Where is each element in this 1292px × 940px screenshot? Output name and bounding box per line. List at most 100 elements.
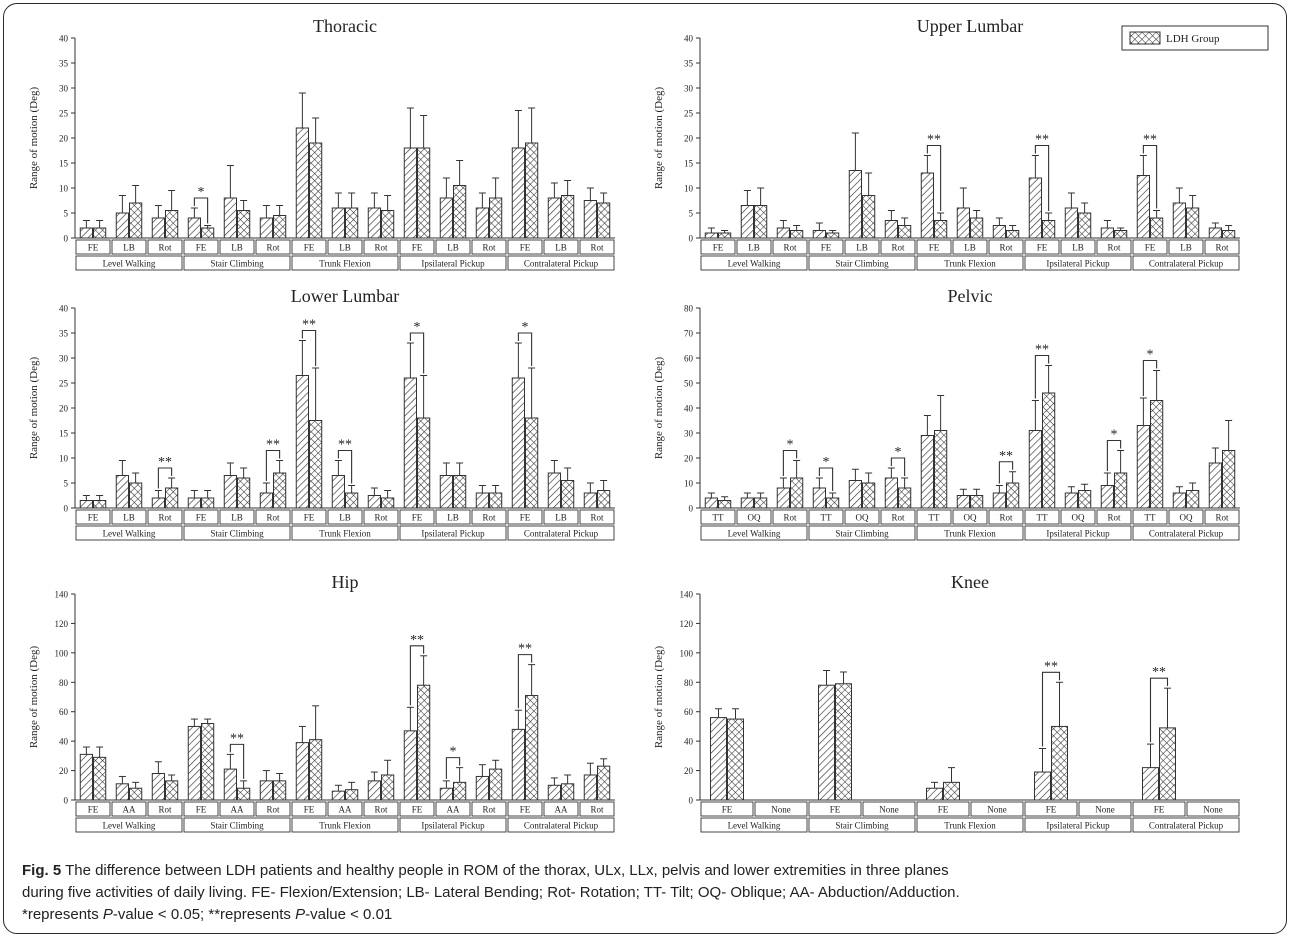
category-box xyxy=(1078,801,1132,817)
bar xyxy=(704,497,719,509)
bar xyxy=(1186,207,1200,239)
bar xyxy=(187,217,201,239)
bar xyxy=(776,227,791,239)
bar xyxy=(259,492,274,509)
bar xyxy=(1064,207,1079,239)
category-box xyxy=(700,801,754,817)
category-box xyxy=(471,509,507,525)
bar xyxy=(79,753,94,801)
significance-label: * xyxy=(823,455,830,470)
caption-text-2: during five activities of daily living. … xyxy=(22,884,960,901)
category-box xyxy=(772,509,808,525)
category-box xyxy=(970,801,1024,817)
y-axis-label: Range of motion (Deg) xyxy=(28,356,40,459)
bar xyxy=(187,725,201,801)
bar xyxy=(525,417,539,509)
category-label: TT xyxy=(821,513,832,523)
bar xyxy=(754,497,768,509)
category-label: OQ xyxy=(1180,513,1193,523)
category-label: None xyxy=(1095,805,1115,815)
bar xyxy=(309,739,323,801)
activity-label: Stair Climbing xyxy=(210,529,264,539)
significance-bracket xyxy=(193,197,209,224)
bar xyxy=(439,197,454,239)
category-label: LB xyxy=(123,513,135,523)
bar xyxy=(259,780,274,801)
y-tick-label: 70 xyxy=(684,329,694,339)
activity-box xyxy=(1132,817,1240,833)
activity-label: Ipsilateral Pickup xyxy=(1046,529,1110,539)
chart-title: Thoracic xyxy=(313,16,377,36)
legend-label: LDH Group xyxy=(1166,33,1220,45)
bar xyxy=(93,227,107,239)
category-box xyxy=(255,509,291,525)
y-tick-label: 80 xyxy=(684,678,694,688)
bar xyxy=(1159,727,1176,801)
category-label: FE xyxy=(520,805,531,815)
category-box xyxy=(1060,509,1096,525)
category-box xyxy=(1186,801,1240,817)
category-label: LB xyxy=(1072,243,1084,253)
bar xyxy=(295,375,310,509)
category-label: LB xyxy=(555,243,567,253)
y-tick-label: 20 xyxy=(684,766,694,776)
category-box xyxy=(1096,509,1132,525)
bar xyxy=(1136,175,1151,239)
activity-label: Contralateral Pickup xyxy=(524,529,599,539)
y-tick-label: 40 xyxy=(684,404,694,414)
significance-bracket xyxy=(517,654,533,709)
category-box xyxy=(435,509,471,525)
category-label: FE xyxy=(304,513,315,523)
category-label: Rot xyxy=(266,513,280,523)
bar xyxy=(187,497,201,509)
significance-label: ** xyxy=(266,438,280,453)
category-label: FE xyxy=(938,805,949,815)
category-label: FE xyxy=(304,805,315,815)
significance-bracket xyxy=(157,467,173,489)
activity-label: Level Walking xyxy=(728,529,781,539)
bar xyxy=(1051,725,1068,801)
category-label: OQ xyxy=(856,513,869,523)
y-tick-label: 25 xyxy=(59,379,69,389)
y-tick-label: 35 xyxy=(59,329,69,339)
y-tick-label: 15 xyxy=(59,159,69,169)
category-label: Rot xyxy=(590,513,604,523)
significance-label: ** xyxy=(518,642,532,657)
category-box xyxy=(75,239,111,255)
y-axis-label: Range of motion (Deg) xyxy=(653,645,665,748)
y-tick-label: 80 xyxy=(684,304,694,314)
category-label: FE xyxy=(196,243,207,253)
category-box xyxy=(1132,509,1168,525)
category-label: FE xyxy=(412,243,423,253)
activity-box xyxy=(399,255,507,271)
bar xyxy=(884,477,899,509)
significance-label: ** xyxy=(302,318,316,333)
category-box xyxy=(111,239,147,255)
category-box xyxy=(219,239,255,255)
category-box xyxy=(736,239,772,255)
bar xyxy=(223,475,237,509)
activity-label: Trunk Flexion xyxy=(319,529,371,539)
category-label: Rot xyxy=(783,243,797,253)
bar xyxy=(439,475,454,509)
activity-label: Stair Climbing xyxy=(210,259,264,269)
category-label: Rot xyxy=(158,243,172,253)
significance-bracket xyxy=(782,449,798,476)
bar xyxy=(1172,202,1187,239)
caption-p-2: P xyxy=(295,906,306,923)
category-box xyxy=(700,509,736,525)
charts-area: LDH Group 0 5 10 15 20 25 30 35 40 Range of motio… xyxy=(28,16,1269,833)
significance-label: * xyxy=(522,320,529,335)
bar xyxy=(597,765,611,801)
y-tick-label: 15 xyxy=(59,429,69,439)
bar xyxy=(1150,400,1164,509)
category-box xyxy=(844,509,880,525)
y-tick-label: 15 xyxy=(684,159,694,169)
category-label: FE xyxy=(1154,805,1165,815)
category-label: Rot xyxy=(1215,513,1229,523)
activity-box xyxy=(700,255,808,271)
category-box xyxy=(291,239,327,255)
category-box xyxy=(988,239,1024,255)
activity-box xyxy=(399,525,507,541)
y-tick-label: 20 xyxy=(59,766,69,776)
